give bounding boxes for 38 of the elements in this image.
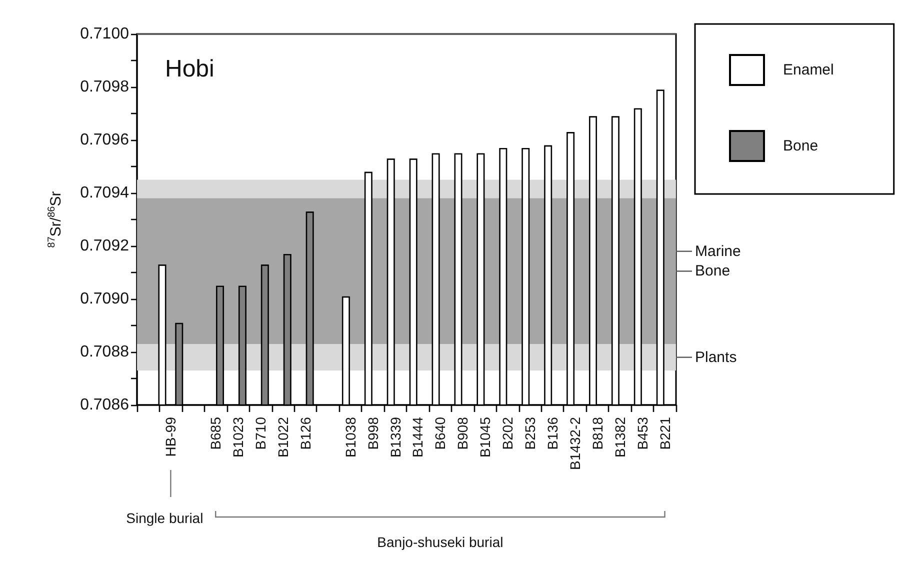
y-tick-label: 0.7090 bbox=[80, 290, 130, 308]
y-axis-title: 87Sr/86Sr bbox=[46, 191, 64, 248]
x-tick-label: B640 bbox=[432, 416, 448, 450]
x-tick-label: B1432-2 bbox=[566, 416, 583, 470]
text: Single burial bbox=[126, 510, 204, 526]
band-label: Bone bbox=[695, 262, 730, 280]
x-tick-label: B126 bbox=[297, 416, 314, 450]
x-tick-label: B1382 bbox=[612, 416, 628, 458]
y-tick-label: 0.7088 bbox=[80, 344, 130, 360]
x-tick-label: B136 bbox=[544, 416, 560, 450]
x-tick-label: B685 bbox=[208, 416, 224, 450]
x-tick-label: B453 bbox=[634, 416, 650, 450]
x-tick-label: B1339 bbox=[387, 416, 404, 458]
y-tick-label: 0.7100 bbox=[80, 26, 130, 42]
text: Hobi bbox=[165, 56, 214, 82]
x-tick-label: HB-99 bbox=[162, 416, 179, 457]
x-tick-label: B710 bbox=[252, 416, 269, 450]
x-tick-label: B908 bbox=[454, 416, 471, 450]
legend-label: Enamel bbox=[783, 62, 834, 78]
y-tick-label: 0.7094 bbox=[80, 184, 130, 202]
x-tick-label: B202 bbox=[500, 416, 516, 450]
x-tick-label: B998 bbox=[364, 416, 381, 450]
x-tick-label: B221 bbox=[656, 416, 673, 450]
x-tick-label: B1444 bbox=[410, 416, 426, 458]
text: Banjo-shuseki burial bbox=[377, 534, 504, 550]
x-tick-label: B253 bbox=[522, 416, 538, 450]
x-tick-label: B1022 bbox=[274, 416, 291, 458]
y-tick-label: 0.7092 bbox=[80, 238, 130, 254]
x-tick-label: B1038 bbox=[342, 416, 358, 458]
x-tick-label: B1045 bbox=[477, 416, 494, 458]
y-tick-label: 0.7096 bbox=[80, 132, 130, 148]
y-tick-label: 0.7086 bbox=[80, 396, 130, 414]
x-tick-label: B818 bbox=[589, 416, 606, 450]
y-tick-label: 0.7098 bbox=[80, 78, 130, 96]
legend-label: Bone bbox=[783, 138, 818, 154]
x-tick-label: B1023 bbox=[230, 416, 246, 458]
band-label: Plants bbox=[695, 348, 737, 366]
ref-line-label: Marine bbox=[695, 242, 741, 260]
